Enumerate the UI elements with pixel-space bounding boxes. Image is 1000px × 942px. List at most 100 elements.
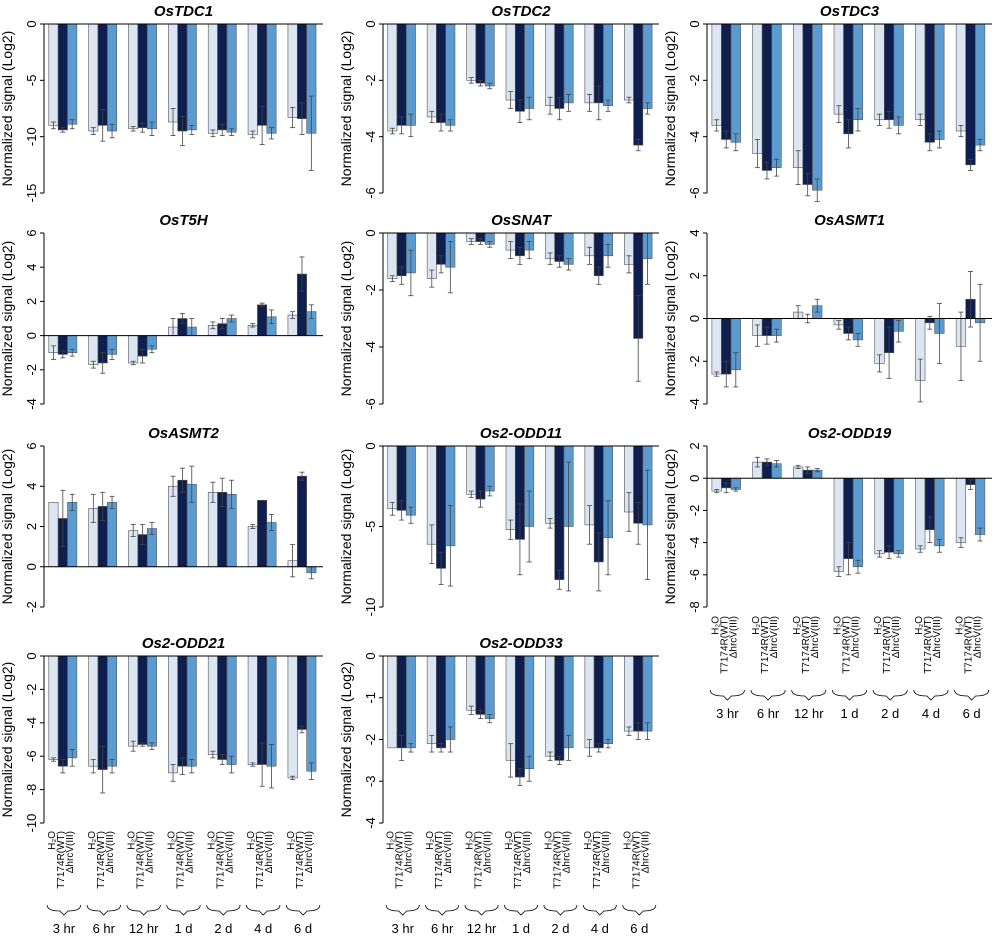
error-bar xyxy=(429,269,435,288)
bar-hrcv xyxy=(603,655,613,744)
bar-wt xyxy=(554,655,565,761)
y-tick-label: -2 xyxy=(24,364,39,376)
bar-h2o xyxy=(88,335,99,365)
condition-label: H₂O xyxy=(246,831,257,850)
bar-wt xyxy=(554,23,565,109)
error-bar xyxy=(547,751,553,761)
y-axis-label: Normalized signal (Log2) xyxy=(338,241,354,397)
y-tick-label: -15 xyxy=(24,184,39,203)
bar-hrcv xyxy=(266,23,277,134)
condition-label: T7174R(WT) xyxy=(96,831,107,889)
condition-label: H₂O xyxy=(167,831,178,850)
bar-h2o xyxy=(128,655,139,747)
panel-1: OsTDC1 Normalized signal (Log2) 0 -5 -10 -15 xyxy=(0,3,323,202)
error-bar xyxy=(219,477,225,507)
bar-hrcv xyxy=(524,655,535,770)
error-bar xyxy=(605,243,611,268)
error-bar xyxy=(855,559,861,574)
timepoint-brace xyxy=(954,689,990,701)
y-tick-label: -5 xyxy=(363,521,378,533)
panel-title: OsASMT1 xyxy=(814,212,885,229)
error-bar xyxy=(927,516,933,543)
error-bar xyxy=(149,121,155,136)
timepoint-label: 6 hr xyxy=(431,921,454,936)
error-bar xyxy=(210,481,216,503)
error-bar xyxy=(508,241,514,260)
error-bar xyxy=(229,479,235,509)
bar-h2o xyxy=(207,491,218,568)
timepoint-brace xyxy=(385,904,420,916)
bar-h2o xyxy=(287,23,298,118)
condition-label: T7174R(WT) xyxy=(395,831,406,889)
timepoint-brace xyxy=(86,904,121,916)
bar-hrcv xyxy=(893,477,904,555)
error-bar xyxy=(389,275,395,282)
error-bar xyxy=(936,130,942,149)
error-bar xyxy=(90,493,96,523)
error-bar xyxy=(733,352,739,388)
bar-wt xyxy=(475,23,486,84)
condition-label: T7174R(WT) xyxy=(964,616,975,674)
bar-hrcv xyxy=(603,23,613,106)
error-bar xyxy=(547,518,553,529)
condition-label: T7174R(WT) xyxy=(176,831,187,889)
error-bar xyxy=(644,469,650,581)
error-bar xyxy=(130,524,136,537)
y-tick-label: -6 xyxy=(687,569,702,581)
error-bar xyxy=(764,458,770,466)
bar-hrcv xyxy=(107,23,118,132)
error-bar xyxy=(468,238,474,245)
error-bar xyxy=(268,309,274,325)
error-bar xyxy=(389,127,395,135)
bar-h2o xyxy=(793,23,804,168)
bar-hrcv xyxy=(934,477,945,547)
condition-label: ΔhrcV(III) xyxy=(601,831,612,873)
condition-label: H₂O xyxy=(465,831,476,850)
error-bar xyxy=(250,323,256,328)
y-tick-label: -2 xyxy=(24,684,39,696)
error-bar xyxy=(723,130,729,149)
bar-hrcv xyxy=(306,655,317,772)
bar-h2o xyxy=(168,23,179,123)
error-bar xyxy=(229,314,235,323)
timepoint-brace xyxy=(832,689,867,701)
y-tick-label: 0 xyxy=(24,20,39,27)
error-bar xyxy=(487,82,493,90)
bar-h2o xyxy=(711,318,722,375)
condition-label: ΔhrcV(III) xyxy=(185,831,196,873)
y-tick-label: -2 xyxy=(363,75,378,87)
error-bar xyxy=(399,734,405,761)
condition-label: T7174R(WT) xyxy=(801,616,812,674)
bar-wt xyxy=(633,23,644,146)
y-tick-label: -4 xyxy=(363,131,378,143)
error-bar xyxy=(179,312,185,325)
error-bar xyxy=(733,487,739,492)
y-tick-label: -2 xyxy=(24,601,39,613)
condition-label: H₂O xyxy=(833,616,844,635)
timepoint-label: 4 d xyxy=(254,921,272,936)
error-bar xyxy=(210,129,216,138)
error-bar xyxy=(408,506,414,524)
y-tick-label: -5 xyxy=(24,75,39,87)
error-bar xyxy=(626,96,632,104)
y-tick-label: -10 xyxy=(24,814,39,833)
error-bar xyxy=(845,326,851,341)
condition-label: H₂O xyxy=(286,831,297,850)
error-bar xyxy=(477,490,483,508)
bar-h2o xyxy=(48,655,59,760)
condition-label: ΔhrcV(III) xyxy=(105,831,116,873)
error-bar xyxy=(438,551,444,585)
error-bar xyxy=(936,538,942,553)
condition-label: T7174R(WT) xyxy=(719,616,730,674)
y-tick-label: 6 xyxy=(24,442,39,449)
error-bar xyxy=(958,537,964,548)
y-tick-label: -4 xyxy=(24,717,39,729)
condition-label: ΔhrcV(III) xyxy=(522,831,533,873)
bar-wt xyxy=(721,23,732,140)
error-bar xyxy=(605,500,611,576)
bar-wt xyxy=(514,655,525,778)
error-bar xyxy=(100,745,106,794)
condition-label: T7174R(WT) xyxy=(513,831,524,889)
condition-label: ΔhrcV(III) xyxy=(65,831,76,873)
